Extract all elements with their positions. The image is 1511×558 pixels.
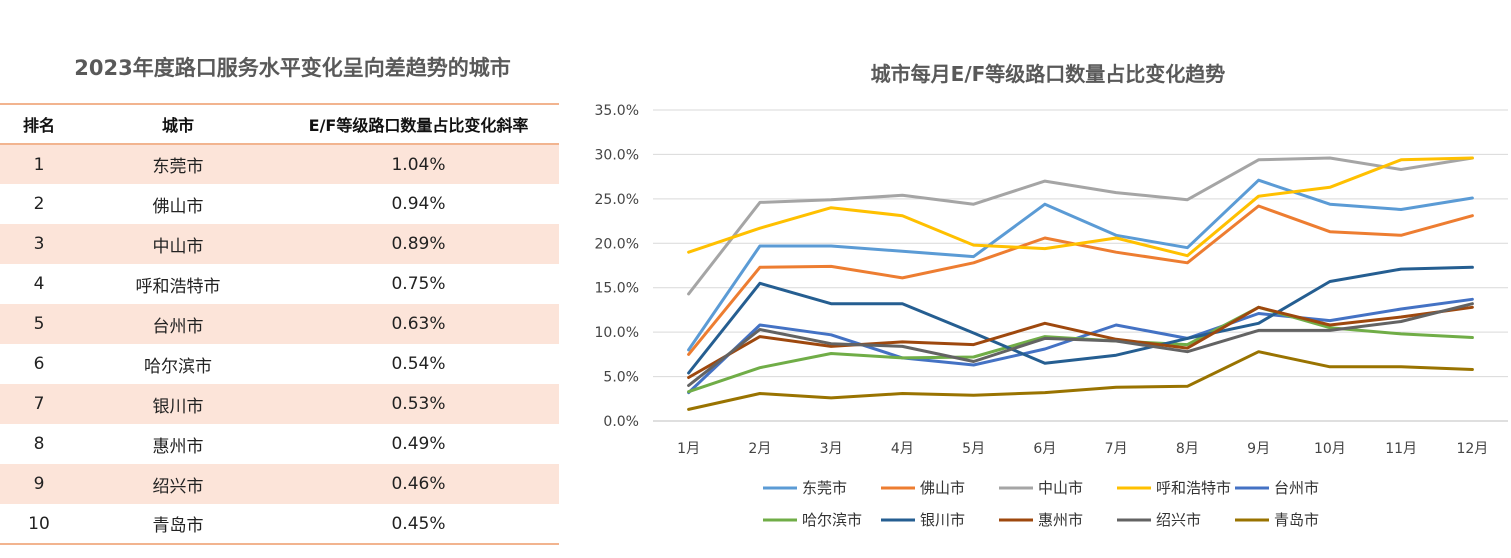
table-row: 10 青岛市 0.45% <box>0 504 559 545</box>
table-row: 9 绍兴市 0.46% <box>0 464 559 504</box>
table-header-row: 排名 城市 E/F等级路口数量占比变化斜率 <box>0 103 559 145</box>
rank-cell: 9 <box>0 464 78 504</box>
legend-label: 惠州市 <box>1038 511 1083 529</box>
x-tick-label: 10月 <box>1314 441 1346 457</box>
slope-cell: 0.53% <box>278 384 559 424</box>
header-rank: 排名 <box>0 103 78 145</box>
rank-cell: 2 <box>33 194 45 214</box>
series-line <box>687 305 1474 379</box>
slope-cell: 0.45% <box>278 504 559 545</box>
city-cell: 呼和浩特市 <box>135 276 221 297</box>
table-row: 5 台州市 0.63% <box>0 304 559 344</box>
y-tick-label: 10.0% <box>595 325 639 341</box>
rank-cell: 8 <box>33 434 45 454</box>
legend-label: 佛山市 <box>920 479 965 497</box>
table-row: 8 惠州市 0.49% <box>0 424 559 464</box>
table-row: 2 佛山市 0.94% <box>0 184 559 224</box>
slope-cell: 0.75% <box>391 274 446 294</box>
x-tick-label: 7月 <box>1105 441 1128 457</box>
legend-label: 哈尔滨市 <box>802 511 862 529</box>
legend-label: 台州市 <box>1274 479 1319 497</box>
line-chart: 0.0% 5.0% 10.0% 15.0% 20.0% 25.0% 30.0% 35.0% 1月… <box>595 103 1508 529</box>
city-cell: 青岛市 <box>78 504 278 545</box>
legend-label: 中山市 <box>1038 479 1083 497</box>
y-tick-label: 0.0% <box>603 414 639 430</box>
series-line <box>687 178 1474 352</box>
x-tick-label: 12月 <box>1456 441 1488 457</box>
rank-cell: 7 <box>0 384 78 424</box>
series-line <box>687 305 1474 394</box>
legend-label: 东莞市 <box>802 479 847 497</box>
y-tick-label: 30.0% <box>595 147 639 163</box>
slope-cell: 0.49% <box>391 434 446 454</box>
rank-cell: 10 <box>0 504 78 545</box>
rank-cell: 3 <box>0 224 78 264</box>
table-title: 2023年度路口服务水平变化呈向差趋势的城市 <box>74 56 511 80</box>
chart-panel: 城市每月E/F等级路口数量占比变化趋势 0.0% 5.0% 10.0% 15.0% 20… <box>585 0 1511 558</box>
slope-cell: 0.54% <box>391 354 446 374</box>
y-tick-label: 15.0% <box>595 281 639 297</box>
x-tick-label: 1月 <box>677 441 700 457</box>
slope-cell: 0.89% <box>278 224 559 264</box>
city-cell: 佛山市 <box>152 196 204 217</box>
slope-cell: 1.04% <box>278 144 559 184</box>
slope-cell: 0.63% <box>278 304 559 344</box>
x-tick-label: 4月 <box>891 441 914 457</box>
y-tick-label: 35.0% <box>595 103 639 119</box>
table-row: 7 银川市 0.53% <box>0 384 559 424</box>
table-row: 4 呼和浩特市 0.75% <box>0 264 559 304</box>
series-line <box>687 156 1474 258</box>
series-line <box>687 156 1474 296</box>
rank-cell: 6 <box>33 354 45 374</box>
city-cell: 中山市 <box>78 224 278 264</box>
x-tick-label: 11月 <box>1385 441 1417 457</box>
x-tick-label: 9月 <box>1247 441 1270 457</box>
table-row: 6 哈尔滨市 0.54% <box>0 344 559 384</box>
x-tick-label: 8月 <box>1176 441 1199 457</box>
rank-cell: 5 <box>0 304 78 344</box>
y-tick-label: 5.0% <box>603 370 639 386</box>
series-line <box>687 265 1474 375</box>
series-line <box>687 350 1474 411</box>
legend-label: 绍兴市 <box>1156 511 1201 529</box>
table-row: 1 东莞市 1.04% <box>0 144 559 184</box>
rank-cell: 4 <box>33 274 45 294</box>
series-line <box>687 204 1474 356</box>
slope-cell: 0.46% <box>278 464 559 504</box>
header-slope: E/F等级路口数量占比变化斜率 <box>278 103 559 145</box>
slope-cell: 0.94% <box>391 194 446 214</box>
legend-label: 银川市 <box>920 511 965 529</box>
y-tick-label: 25.0% <box>595 192 639 208</box>
x-tick-label: 6月 <box>1033 441 1056 457</box>
x-tick-label: 3月 <box>820 441 843 457</box>
y-tick-label: 20.0% <box>595 236 639 252</box>
series-line <box>687 297 1474 395</box>
ranking-table: 排名 城市 E/F等级路口数量占比变化斜率 1 东莞市 1.04% 2 佛山市 … <box>0 103 559 545</box>
legend-label: 呼和浩特市 <box>1156 479 1231 497</box>
series-line <box>687 302 1474 387</box>
city-cell: 东莞市 <box>78 144 278 184</box>
ranking-panel: 2023年度路口服务水平变化呈向差趋势的城市 排名 城市 E/F等级路口数量占比… <box>0 0 560 558</box>
table-row: 3 中山市 0.89% <box>0 224 559 264</box>
city-cell: 惠州市 <box>152 436 204 457</box>
city-cell: 银川市 <box>78 384 278 424</box>
x-tick-label: 5月 <box>962 441 985 457</box>
city-cell: 台州市 <box>78 304 278 344</box>
rank-cell: 1 <box>0 144 78 184</box>
city-cell: 绍兴市 <box>78 464 278 504</box>
legend-label: 青岛市 <box>1274 511 1319 529</box>
x-tick-label: 2月 <box>748 441 771 457</box>
header-city: 城市 <box>78 103 278 145</box>
chart-title: 城市每月E/F等级路口数量占比变化趋势 <box>870 62 1226 86</box>
city-cell: 哈尔滨市 <box>144 356 212 377</box>
